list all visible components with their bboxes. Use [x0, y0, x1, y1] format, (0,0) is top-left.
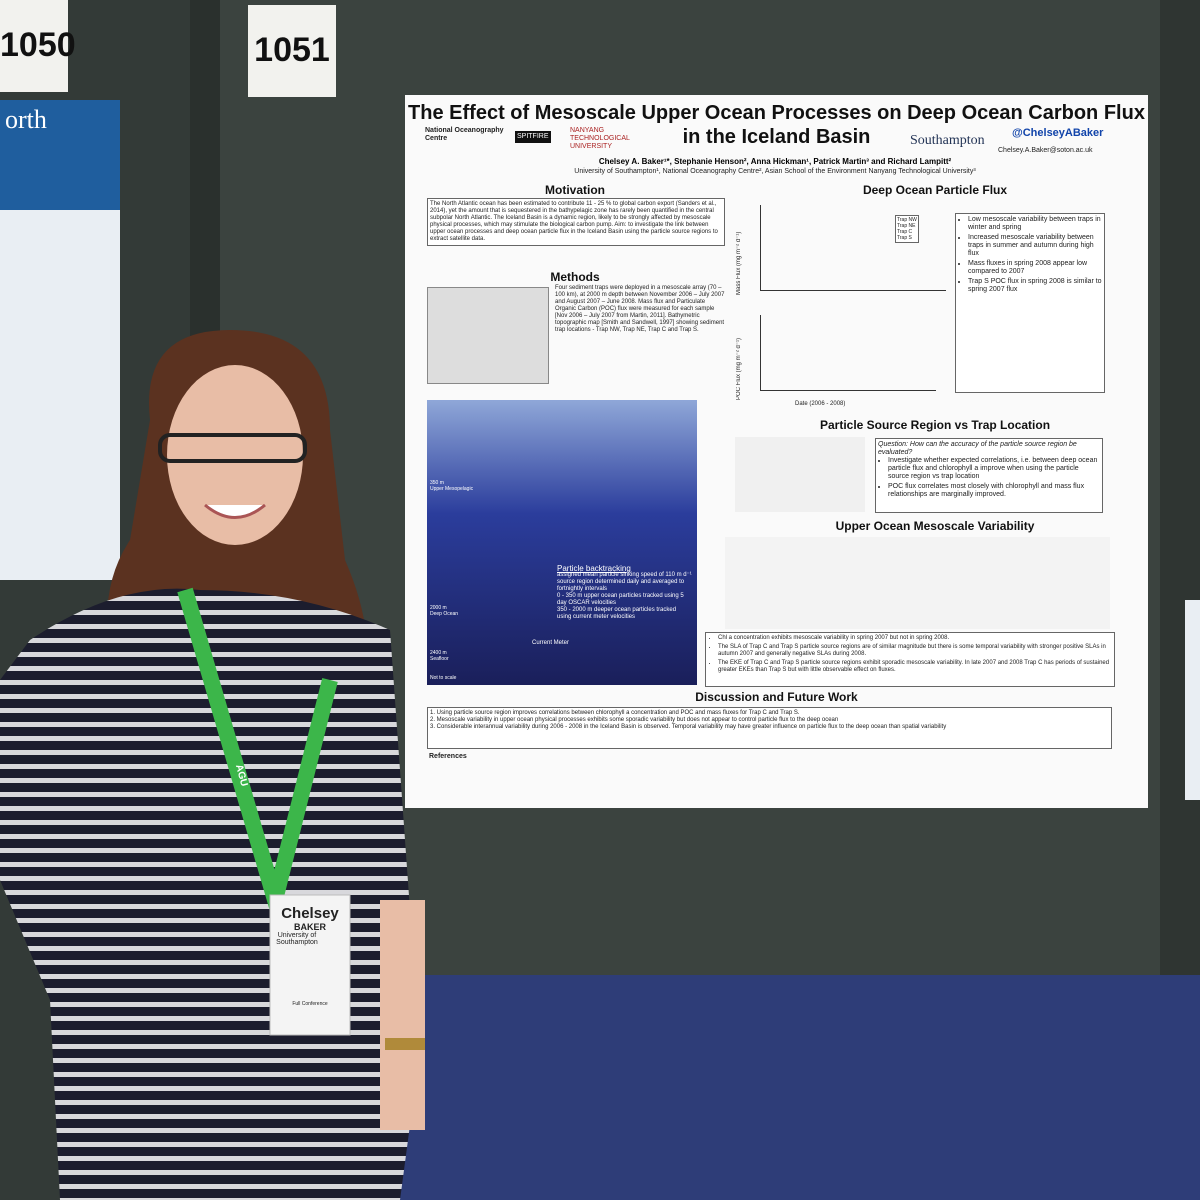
diagram-item: source region determined daily and avera…	[557, 579, 685, 592]
finding: Increased mesoscale variability between …	[968, 234, 1102, 258]
finding: Investigate whether expected correlation…	[888, 457, 1100, 481]
face	[167, 365, 303, 545]
left-poster-title: orth	[5, 105, 47, 134]
depth-label: Upper Mesopelagic	[430, 486, 474, 492]
badge-last-name: BAKER	[293, 922, 326, 932]
depth-label: Deep Ocean	[430, 611, 459, 617]
legend-entry: Trap NW	[897, 217, 917, 223]
finding: The EKE of Trap C and Trap S particle so…	[718, 660, 1112, 674]
legend-entry: Trap C	[897, 229, 913, 235]
meter-label: Current Meter	[532, 640, 570, 646]
diagram-item: assigned mean particle sinking speed of …	[557, 572, 692, 578]
arm	[380, 900, 425, 1130]
logo: NANYANG TECHNOLOGICAL UNIVERSITY	[570, 127, 630, 150]
badge-first-name: Chelsey	[281, 905, 339, 922]
poc-chart	[760, 315, 936, 391]
methods-text: Four sediment traps were deployed in a m…	[555, 285, 725, 333]
poster-title: The Effect of Mesoscale Upper Ocean Proc…	[408, 102, 1145, 148]
diagram-heading: Particle backtracking	[557, 564, 631, 573]
logo: Southampton	[910, 133, 985, 148]
discussion-item: 3. Considerable interannual variability …	[430, 724, 947, 730]
y-axis-label: POC Flux (mg m⁻² d⁻¹)	[736, 337, 742, 400]
section-heading: Methods	[550, 270, 600, 284]
flux-chart	[760, 205, 946, 291]
depth-labels: 2400 m Seafloor	[430, 650, 449, 662]
logo: National Oceanography Centre	[425, 127, 504, 142]
section-heading: Particle Source Region vs Trap Location	[819, 418, 1051, 432]
depth-label: 2000 m	[430, 605, 447, 611]
bar-charts	[735, 437, 865, 512]
finding: Trap S POC flux in spring 2008 is simila…	[968, 278, 1102, 294]
section-heading: Motivation	[545, 183, 605, 197]
finding: Chl a concentration exhibits mesoscale v…	[718, 635, 1112, 642]
depth-labels: 350 m Upper Mesopelagic	[430, 480, 473, 492]
section-heading: Discussion and Future Work	[695, 690, 858, 704]
badge	[269, 894, 351, 1036]
legend-entry: Trap S	[897, 235, 912, 241]
booth-number: 1050	[0, 0, 76, 92]
carpet	[330, 975, 1200, 1200]
smile	[204, 503, 266, 519]
section-heading: Deep Ocean Particle Flux	[862, 183, 1008, 197]
poster: The Effect of Mesoscale Upper Ocean Proc…	[405, 95, 1148, 808]
diagram-item: 350 - 2000 m deeper ocean particles trac…	[557, 607, 677, 620]
twitter-handle: @ChelseyABaker	[1012, 127, 1104, 139]
y-axis-label: Mass Flux (mg m⁻² d⁻¹)	[736, 231, 742, 295]
booth-number: 1051	[248, 5, 336, 97]
diagram: Particle backtracking assigned mean part…	[427, 400, 697, 685]
source-box: Question: How can the accuracy of the pa…	[875, 438, 1103, 513]
question: Question: How can the accuracy of the pa…	[878, 441, 1077, 456]
legend-entry: Trap NE	[897, 223, 916, 229]
logo: SPITFIRE	[515, 131, 551, 143]
finding: POC flux correlates most closely with ch…	[888, 483, 1100, 499]
section-heading: Upper Ocean Mesoscale Variability	[835, 519, 1035, 533]
discussion-item: 1. Using particle source region improves…	[430, 710, 800, 716]
map	[427, 287, 549, 384]
bracelet	[385, 1038, 425, 1050]
affiliations: University of Southampton¹, National Oce…	[574, 168, 976, 175]
flux-findings: Low mesoscale variability between traps …	[955, 213, 1105, 393]
authors: Chelsey A. Baker¹*, Stephanie Henson², A…	[598, 157, 952, 166]
x-axis-label: Date (2006 - 2008)	[795, 401, 846, 407]
meso-box: Chl a concentration exhibits mesoscale v…	[705, 632, 1115, 687]
motivation-text: The North Atlantic ocean has been estima…	[427, 198, 725, 246]
depth-label: 2400 m	[430, 650, 447, 656]
depth-label: Seafloor	[430, 656, 449, 662]
glasses	[158, 433, 307, 463]
finding: Mass fluxes in spring 2008 appear low co…	[968, 260, 1102, 276]
depth-label: 350 m	[430, 480, 444, 486]
diagram-item: 0 - 350 m upper ocean particles tracked …	[557, 593, 684, 606]
discussion-box: 1. Using particle source region improves…	[427, 707, 1112, 749]
badge-type: Full Conference	[292, 1001, 328, 1007]
discussion-item: 2. Mesoscale variability in upper ocean …	[430, 717, 839, 723]
right-poster	[1185, 600, 1200, 800]
scale-note: Not to scale	[430, 675, 457, 681]
references: References	[429, 753, 467, 760]
finding: Low mesoscale variability between traps …	[968, 216, 1102, 232]
meso-charts	[725, 537, 1110, 629]
diagram-text: Particle backtracking assigned mean part…	[557, 565, 692, 621]
email: Chelsey.A.Baker@soton.ac.uk	[998, 147, 1093, 154]
finding: The SLA of Trap C and Trap S particle so…	[718, 644, 1112, 658]
legend: Trap NW Trap NE Trap C Trap S	[895, 215, 919, 243]
left-poster-banner	[0, 100, 120, 210]
depth-labels: 2000 m Deep Ocean	[430, 605, 458, 617]
badge-text: Chelsey BAKER University of Southampton …	[272, 905, 348, 1007]
badge-org: University of Southampton	[276, 932, 318, 946]
